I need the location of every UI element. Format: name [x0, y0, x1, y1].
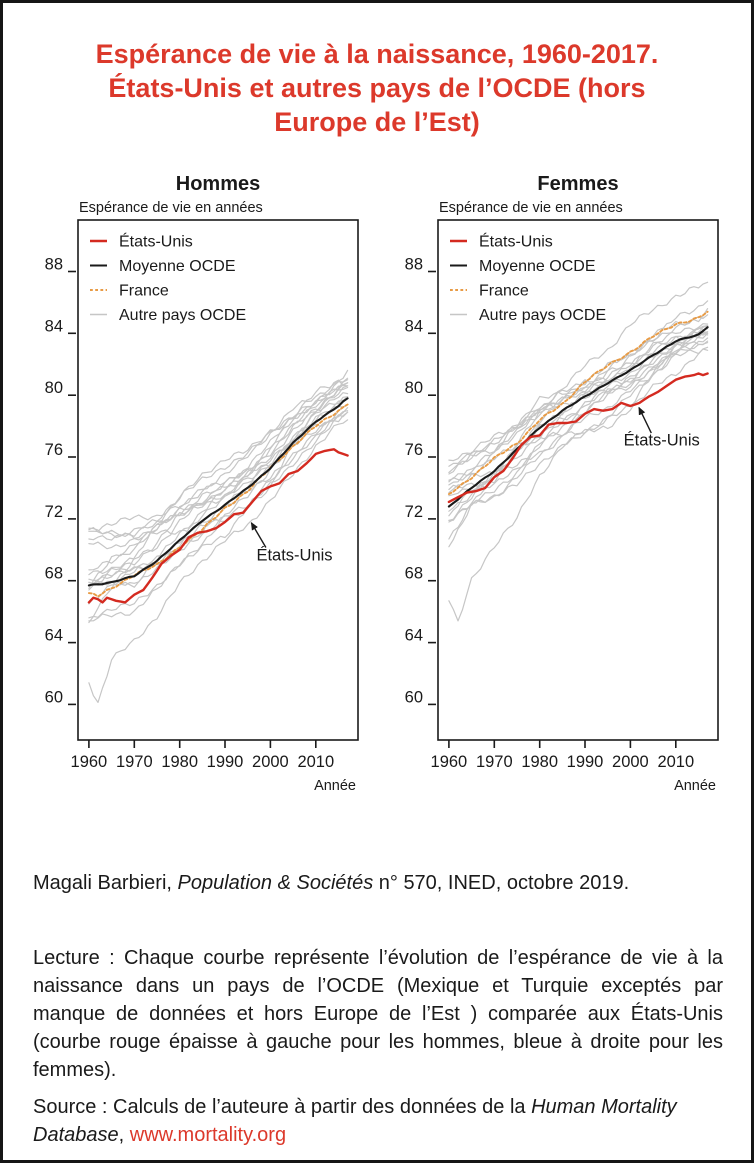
y-tick-label: 88 — [405, 256, 423, 274]
y-tick-label: 84 — [45, 317, 63, 335]
annotation-hommes-arrow — [250, 521, 267, 548]
series-femmes-autre-17 — [448, 331, 709, 474]
page-title-line-1: Espérance de vie à la naissance, 1960-20… — [95, 39, 659, 70]
page-title: Espérance de vie à la naissance, 1960-20… — [3, 37, 751, 139]
x-axis-label: Année — [674, 778, 716, 794]
x-tick-label: 1960 — [431, 753, 468, 771]
series-hommes-autre-18 — [88, 396, 349, 581]
series-hommes-autre-09 — [88, 385, 349, 591]
y-tick-label: 84 — [405, 317, 423, 335]
series-hommes-us — [87, 448, 349, 604]
series-femmes-autre-18 — [448, 340, 709, 523]
annotation-hommes-label: États-Unis — [256, 546, 332, 565]
x-tick-label: 1990 — [207, 753, 244, 771]
annotation-femmes-arrow — [638, 406, 652, 434]
series-femmes-ocde — [447, 326, 709, 508]
panel-title-hommes: Hommes — [176, 173, 260, 195]
y-tick-label: 64 — [45, 627, 63, 645]
series-hommes-autre-08 — [88, 382, 349, 605]
series-femmes-us — [447, 372, 709, 504]
y-axis-caption: Espérance de vie en années — [79, 200, 263, 216]
series-hommes-autre-07 — [88, 369, 349, 571]
reading-note: Lecture : Chaque courbe représente l’évo… — [33, 947, 723, 1081]
plot-frame — [437, 219, 719, 741]
series-hommes-autre-16 — [88, 386, 349, 586]
y-tick-label: 72 — [405, 503, 423, 521]
legend-label-other: Autre pays OCDE — [119, 307, 246, 324]
x-axis-label: Année — [314, 778, 356, 794]
y-tick-label: 68 — [405, 565, 423, 583]
legend-label-ocde: Moyenne OCDE — [119, 258, 236, 275]
series-femmes-autre-11 — [448, 325, 709, 622]
source-line: Source : Calculs de l’auteure à partir d… — [33, 1093, 723, 1149]
x-tick-label: 1970 — [476, 753, 513, 771]
legend-label-france: France — [119, 283, 169, 300]
credit-journal: Population & Sociétés — [177, 872, 374, 894]
series-hommes-ocde — [87, 397, 349, 587]
source-database: Human Mortality Database — [33, 1096, 677, 1146]
page-title-line-3: Europe de l’Est) — [274, 107, 480, 138]
credit-line: Magali Barbieri, Population & Sociétés n… — [33, 869, 723, 897]
y-tick-label: 64 — [405, 627, 423, 645]
x-tick-label: 1980 — [521, 753, 558, 771]
credit-author: Magali Barbieri, — [33, 872, 178, 894]
source-link[interactable]: www.mortality.org — [129, 1124, 287, 1146]
y-tick-label: 80 — [405, 379, 423, 397]
x-tick-label: 1980 — [161, 753, 198, 771]
series-hommes-autre-05 — [88, 407, 349, 550]
series-hommes-autre-01 — [88, 377, 349, 624]
x-tick-label: 2010 — [657, 753, 694, 771]
y-tick-label: 88 — [45, 256, 63, 274]
series-femmes-france — [447, 310, 709, 496]
series-hommes-france — [87, 403, 349, 598]
legend-label-us: États-Unis — [119, 232, 193, 251]
charts-canvas: Hommes Espérance de vie en années 60 64 68 72… — [45, 173, 719, 794]
panel-hommes: Hommes Espérance de vie en années 60 64 68 72… — [45, 173, 359, 794]
series-hommes-autre-17 — [88, 379, 349, 541]
y-tick-label: 76 — [45, 441, 63, 459]
series-hommes-autre-02 — [88, 382, 349, 533]
series-femmes-autre-08 — [448, 314, 709, 521]
x-tick-label: 2000 — [252, 753, 289, 771]
legend-label-us: États-Unis — [479, 232, 553, 251]
annotation-femmes-label: États-Unis — [624, 430, 700, 449]
y-tick-label: 60 — [405, 688, 423, 706]
y-tick-label: 68 — [45, 565, 63, 583]
page-title-line-2: États-Unis et autres pays de l’OCDE (hor… — [108, 73, 646, 104]
y-tick-label: 60 — [45, 688, 63, 706]
series-femmes-autre-14 — [448, 337, 709, 497]
legend-label-france: France — [479, 283, 529, 300]
x-tick-label: 1970 — [116, 753, 153, 771]
y-tick-label: 76 — [405, 441, 423, 459]
legend-label-ocde: Moyenne OCDE — [479, 258, 596, 275]
y-tick-label: 80 — [45, 379, 63, 397]
series-femmes-autre-13 — [448, 332, 709, 521]
series-hommes-autre-11 — [88, 419, 349, 703]
series-hommes-autre-12 — [88, 411, 349, 622]
y-tick-label: 72 — [45, 503, 63, 521]
panel-femmes: Femmes Espérance de vie en années 60 64 68 72… — [405, 173, 719, 794]
x-tick-label: 1990 — [567, 753, 604, 771]
y-axis-caption: Espérance de vie en années — [439, 200, 623, 216]
source-text: Source : Calculs de l’auteure à partir d… — [33, 1096, 532, 1118]
x-tick-label: 2000 — [612, 753, 649, 771]
x-tick-label: 1960 — [71, 753, 108, 771]
credit-issue: n° 570, INED, octobre 2019. — [373, 872, 630, 894]
source-separator: , — [118, 1124, 130, 1146]
plot-frame — [77, 219, 359, 741]
legend-label-other: Autre pays OCDE — [479, 307, 606, 324]
series-hommes-autre-15 — [88, 396, 349, 576]
x-tick-label: 2010 — [297, 753, 334, 771]
panel-title-femmes: Femmes — [537, 173, 618, 195]
